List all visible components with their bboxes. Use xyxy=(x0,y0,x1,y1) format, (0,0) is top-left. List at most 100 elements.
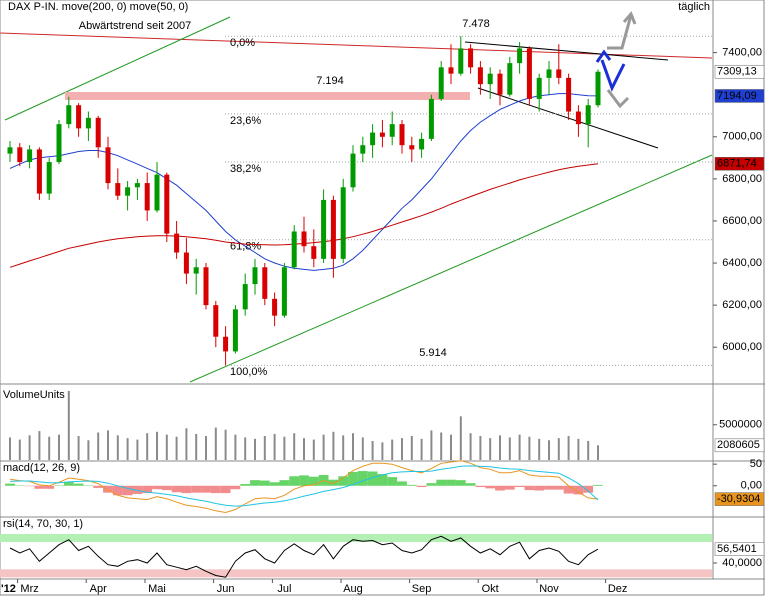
fib-label: 23,6% xyxy=(230,115,261,127)
candle-body xyxy=(575,111,581,125)
annotation: 7.478 xyxy=(462,18,490,30)
histogram-bar xyxy=(377,474,388,486)
candle-body xyxy=(242,284,248,310)
volume-bar xyxy=(244,437,247,460)
histogram-bar xyxy=(210,485,221,494)
histogram-bar xyxy=(553,485,564,490)
volume-bar xyxy=(587,440,590,460)
histogram-bar xyxy=(5,483,15,486)
candle-body xyxy=(497,73,503,95)
candle-body xyxy=(330,199,336,259)
candle-body xyxy=(17,147,23,163)
series-line xyxy=(9,535,599,578)
candle-body xyxy=(36,149,42,194)
y-tick-label: 7000,00 xyxy=(722,131,762,143)
histogram-bar xyxy=(436,479,447,486)
candle-body xyxy=(232,309,238,352)
volume-bar xyxy=(185,428,188,460)
panel-title: VolumeUnits xyxy=(3,389,65,401)
candle-body xyxy=(526,48,532,99)
volume-bar xyxy=(401,438,403,460)
y-tick-label: 0,00 xyxy=(741,480,762,492)
histogram-bar xyxy=(132,485,143,494)
volume-bar xyxy=(97,432,100,460)
histogram-bar xyxy=(397,481,407,486)
volume-bar xyxy=(430,430,433,460)
volume-bar xyxy=(273,433,276,460)
histogram-bar xyxy=(416,485,427,488)
histogram-bar xyxy=(34,485,45,489)
candle-body xyxy=(379,132,385,137)
panel-title: rsi(14, 70, 30, 1) xyxy=(3,518,83,530)
candle-body xyxy=(556,69,562,78)
candle-body xyxy=(360,145,366,154)
fib-label: 100,0% xyxy=(230,366,268,378)
histogram-bar xyxy=(475,485,486,488)
candle-body xyxy=(262,267,268,299)
candle-body xyxy=(95,117,101,148)
last-value-label: 56,5401 xyxy=(717,543,757,555)
series-line xyxy=(9,465,599,507)
candle-body xyxy=(144,183,150,211)
lower-band xyxy=(0,569,712,578)
channel-line xyxy=(189,154,713,383)
volume-bar xyxy=(381,442,384,460)
volume-bar xyxy=(107,430,109,460)
volume-bar xyxy=(342,435,345,460)
volume-bar xyxy=(38,431,41,460)
candle-body xyxy=(419,138,425,150)
candle-body xyxy=(291,231,297,268)
channel-line xyxy=(4,16,231,121)
histogram-bar xyxy=(142,485,153,494)
value-box xyxy=(714,438,765,453)
candle-body xyxy=(517,48,523,64)
volume-bar xyxy=(58,434,60,460)
trend-line xyxy=(464,41,669,61)
volume-bar xyxy=(450,434,452,460)
histogram-bar xyxy=(308,476,319,486)
y-tick-label: 7400,00 xyxy=(722,47,762,59)
volume-bar xyxy=(420,438,423,460)
y-tick-label: 6000,00 xyxy=(722,341,762,353)
histogram-bar xyxy=(240,484,251,486)
x-tick-label: Mai xyxy=(148,583,166,595)
histogram-bar xyxy=(171,485,182,493)
volume-bar xyxy=(156,431,158,460)
candle-body xyxy=(487,73,493,85)
candle-body xyxy=(213,305,219,337)
candle-body xyxy=(301,231,307,247)
histogram-bar xyxy=(230,485,241,490)
series-line xyxy=(9,460,599,514)
histogram-bar xyxy=(63,481,74,486)
volume-bar xyxy=(528,436,531,460)
level-band xyxy=(65,91,470,100)
candle-body xyxy=(105,147,111,184)
histogram-bar xyxy=(93,485,104,488)
volume-bar xyxy=(567,436,570,460)
volume-bar xyxy=(77,436,80,460)
volume-bar xyxy=(312,439,315,460)
arrow-head xyxy=(622,11,637,25)
candle-body xyxy=(389,124,395,137)
y-tick-label: 6400,00 xyxy=(722,257,762,269)
volume-bar xyxy=(371,440,374,460)
volume-bar xyxy=(499,435,501,460)
volume-bar xyxy=(28,435,31,460)
candle-body xyxy=(27,149,33,163)
histogram-bar xyxy=(328,479,339,486)
volume-bar xyxy=(557,438,560,460)
fib-label: 38,2% xyxy=(230,163,261,175)
histogram-bar xyxy=(426,483,437,486)
last-value-label: -30,9304 xyxy=(717,493,760,505)
histogram-bar xyxy=(446,479,456,486)
volume-bar xyxy=(440,432,443,460)
volume-bar xyxy=(67,390,70,460)
candle-body xyxy=(370,132,376,146)
y-tick-label: 6600,00 xyxy=(722,215,762,227)
candle-body xyxy=(76,105,82,129)
volume-bar xyxy=(263,436,266,460)
volume-bar xyxy=(391,439,394,460)
histogram-bar xyxy=(259,480,270,486)
